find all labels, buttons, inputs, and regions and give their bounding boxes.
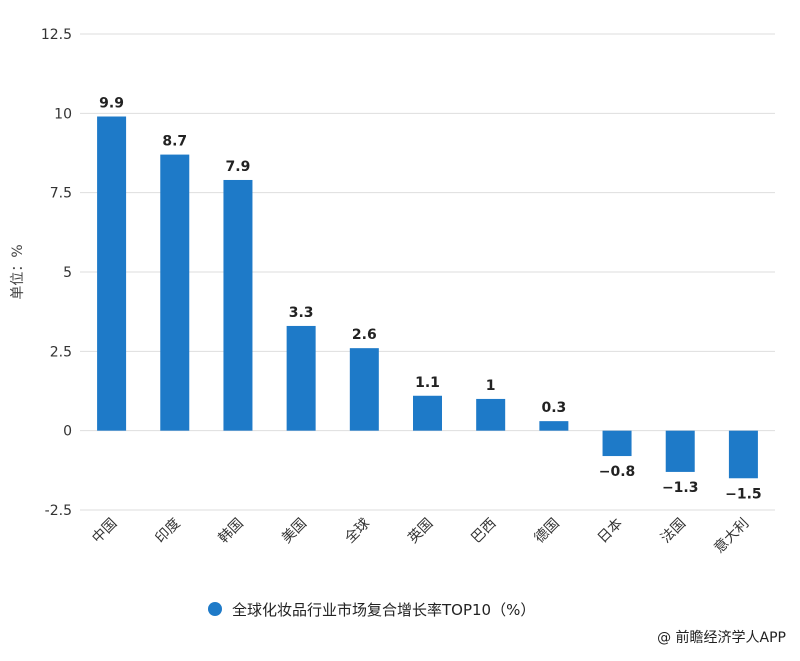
y-tick-label: 12.5	[41, 27, 72, 43]
data-label: 2.6	[352, 327, 377, 343]
bar	[728, 430, 758, 479]
y-tick-label: 5	[63, 265, 72, 281]
data-label: 3.3	[289, 305, 314, 321]
bar	[349, 348, 379, 431]
x-tick-label: 英国	[405, 515, 437, 547]
data-label: 8.7	[162, 134, 187, 150]
bar	[665, 430, 695, 472]
data-label: 1	[486, 378, 496, 394]
y-tick-label: -2.5	[45, 503, 72, 519]
bar	[286, 325, 316, 431]
y-tick-label: 0	[63, 424, 72, 440]
y-tick-label: 2.5	[50, 344, 72, 360]
bar	[223, 179, 253, 431]
data-label: 9.9	[99, 96, 124, 112]
y-tick-label: 7.5	[50, 186, 72, 202]
x-tick-label: 中国	[89, 516, 120, 547]
bar	[97, 116, 127, 431]
x-tick-label: 韩国	[216, 516, 247, 547]
legend[interactable]: 全球化妆品行业市场复合增长率TOP10（%）	[208, 598, 535, 620]
x-tick-label: 全球	[341, 515, 373, 547]
legend-swatch	[208, 602, 222, 616]
data-label: 0.3	[541, 400, 566, 416]
bar	[160, 154, 190, 431]
legend-label: 全球化妆品行业市场复合增长率TOP10（%）	[232, 600, 536, 619]
x-tick-label: 意大利	[711, 515, 753, 557]
data-label: −0.8	[599, 464, 636, 480]
x-tick-label: 印度	[152, 516, 183, 547]
data-label: 1.1	[415, 375, 440, 391]
source-credit: @ 前瞻经济学人APP	[657, 630, 786, 646]
y-tick-label: 10	[54, 106, 72, 122]
bar	[539, 421, 569, 431]
x-tick-label: 巴西	[468, 516, 499, 547]
y-axis-label: 单位：%	[10, 244, 26, 299]
bar	[602, 430, 632, 457]
x-tick-label: 美国	[279, 516, 310, 547]
data-label: −1.3	[662, 480, 699, 496]
x-tick-label: 德国	[532, 516, 563, 547]
x-tick-label: 日本	[595, 516, 626, 547]
data-label: 7.9	[226, 159, 251, 175]
x-tick-label: 法国	[658, 516, 689, 547]
bar	[413, 395, 442, 431]
bar	[476, 398, 506, 431]
data-label: −1.5	[725, 486, 762, 502]
